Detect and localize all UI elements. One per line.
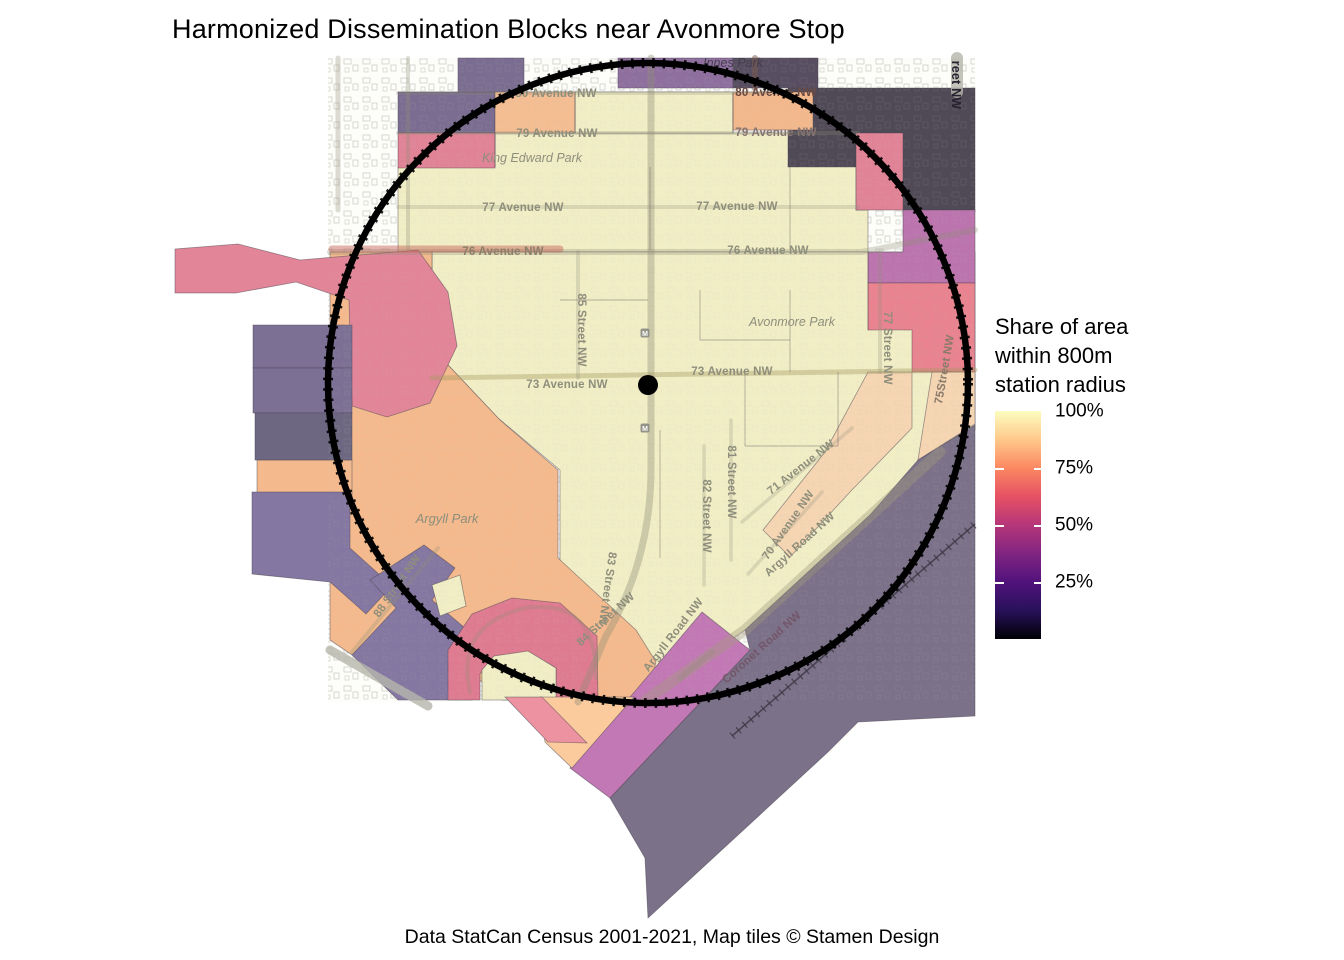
road xyxy=(429,367,978,381)
station-dot xyxy=(638,375,658,395)
road xyxy=(350,546,440,654)
street-label: 77 Street NW xyxy=(881,311,893,384)
road xyxy=(746,490,824,576)
park-label: Argyll Park xyxy=(415,511,480,526)
legend-title-line: within 800m xyxy=(995,343,1113,368)
street-label: reet NW xyxy=(949,61,963,110)
caption: Data StatCan Census 2001-2021, Map tiles… xyxy=(404,926,940,948)
legend-title: Share of area within 800m station radius xyxy=(995,312,1223,399)
transit-station-letter: M xyxy=(642,426,648,433)
road xyxy=(640,446,946,706)
street-label: 77 Avenue NW xyxy=(482,202,563,214)
transit-station-letter: M xyxy=(642,331,648,338)
street-label: 81 Street NW xyxy=(725,445,737,518)
street-label: 73 Avenue NW xyxy=(526,379,607,391)
legend-colorbar: 100% 75% 50% 25% xyxy=(993,401,1223,671)
legend-tick-mark xyxy=(1034,525,1043,527)
park-label: King Edward Park xyxy=(482,151,583,165)
legend-tick-mark xyxy=(1034,582,1043,584)
legend-tick-mark xyxy=(995,468,1004,470)
road xyxy=(465,604,599,694)
road xyxy=(574,54,655,706)
map-panel: 80 Avenue NW 80 Avenue NW 79 Avenue NW 79 A… xyxy=(160,50,980,930)
legend-tick-mark xyxy=(995,525,1004,527)
legend-tick-label: 50% xyxy=(1055,514,1094,536)
street-label: 82 Street NW xyxy=(700,479,712,552)
transit-station-icon xyxy=(640,423,650,433)
street-label: 73 Avenue NW xyxy=(691,366,772,378)
legend-title-line: Share of area xyxy=(995,314,1129,339)
street-label: 76 Avenue NW xyxy=(727,245,808,257)
street-label: 80 Avenue NW xyxy=(515,88,596,100)
street-label: 76 Avenue NW xyxy=(462,246,543,258)
street-label: 79 Avenue NW xyxy=(735,127,816,139)
street-label: 77 Avenue NW xyxy=(696,201,777,213)
legend-tick-label: 75% xyxy=(1055,457,1094,479)
legend-tick-label: 100% xyxy=(1055,400,1104,422)
street-label: 85 Street NW xyxy=(575,293,587,366)
street-label: 79 Avenue NW xyxy=(516,128,597,140)
legend-tick-mark xyxy=(995,582,1004,584)
road xyxy=(677,649,715,681)
legend-tick-mark xyxy=(1034,468,1043,470)
road xyxy=(325,645,433,711)
page-title: Harmonized Dissemination Blocks near Avo… xyxy=(172,14,845,44)
legend-title-line: station radius xyxy=(995,372,1126,397)
radius-circle-texture xyxy=(323,58,973,708)
transit-station-icon xyxy=(640,328,650,338)
legend-tick-label: 25% xyxy=(1055,571,1094,593)
road xyxy=(740,426,854,524)
legend: Share of area within 800m station radius… xyxy=(993,312,1223,671)
park-label: Avonmore Park xyxy=(748,315,836,329)
